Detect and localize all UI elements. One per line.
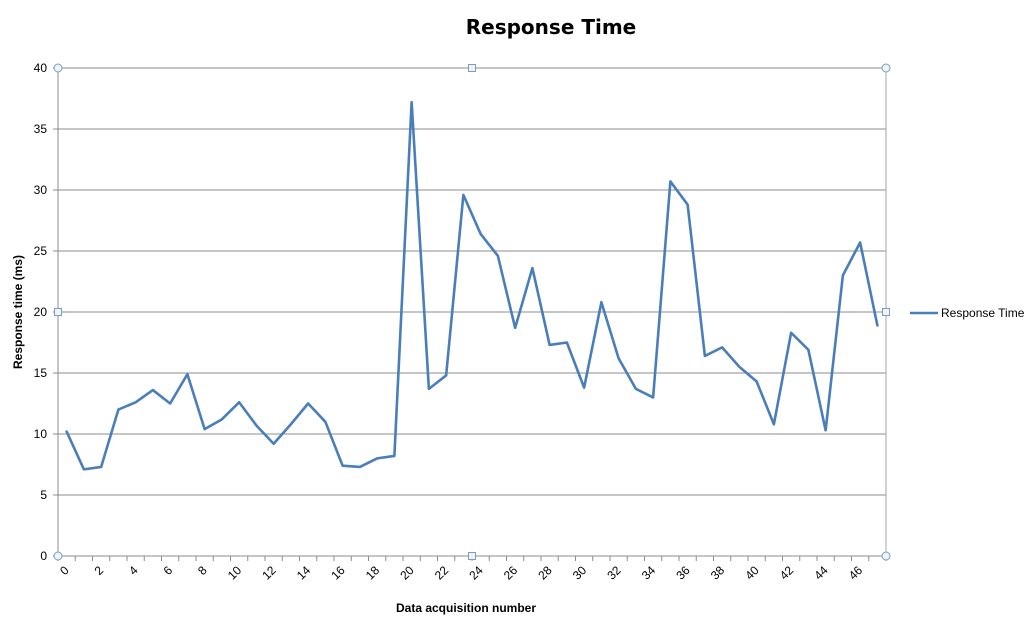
y-tick-label-10: 10 (34, 427, 48, 441)
y-tick-label-25: 25 (34, 244, 48, 258)
y-tick-label-0: 0 (40, 549, 47, 563)
series-line-response-time (65, 100, 879, 471)
resize-handle-bottom[interactable] (468, 552, 476, 560)
y-axis-title: Response time (ms) (11, 255, 25, 369)
resize-handle-bottom-right[interactable] (881, 551, 891, 561)
y-tick-label-15: 15 (34, 366, 48, 380)
y-tick-label-5: 5 (40, 488, 47, 502)
resize-handle-bottom-left[interactable] (53, 551, 63, 561)
resize-handle-top[interactable] (468, 64, 476, 72)
resize-handle-left[interactable] (54, 308, 62, 316)
chart-title: Response Time (466, 15, 637, 39)
resize-handle-top-right[interactable] (881, 63, 891, 73)
y-axis-tick-labels: 0 5 10 15 20 25 30 35 40 (34, 61, 48, 563)
y-tick-label-30: 30 (34, 183, 48, 197)
legend-label-response-time: Response Time (941, 306, 1025, 320)
y-tick-label-20: 20 (34, 305, 48, 319)
resize-handle-right[interactable] (882, 308, 890, 316)
gridlines (58, 67, 886, 496)
legend: Response Time (910, 306, 1025, 320)
y-tick-label-35: 35 (34, 122, 48, 136)
y-tick-label-40: 40 (34, 61, 48, 75)
x-axis-title: Data acquisition number (396, 601, 536, 615)
resize-handle-top-left[interactable] (53, 63, 63, 73)
series-lines (65, 100, 879, 471)
plot-area-selection-handles[interactable] (53, 63, 891, 561)
